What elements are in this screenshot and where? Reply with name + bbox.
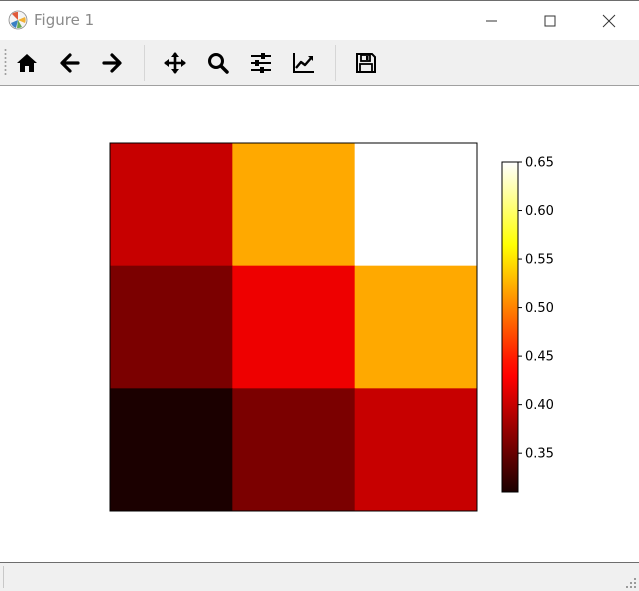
heatmap-figure: 0.35 0.40 0.45 0.50 0.55 0.60 0.65: [109, 142, 554, 512]
magnifier-icon: [208, 53, 229, 74]
minimize-icon: [486, 20, 497, 22]
move-icon: [164, 52, 186, 74]
figure-canvas[interactable]: 0.35 0.40 0.45 0.50 0.55 0.60 0.65: [0, 86, 639, 562]
title-bar: Figure 1: [0, 0, 639, 40]
arrow-left-icon: [60, 53, 80, 73]
toolbar-separator: [335, 45, 336, 81]
window-title: Figure 1: [34, 11, 95, 29]
sliders-icon: [251, 53, 271, 73]
home-icon: [17, 54, 37, 72]
colorbar-tick-label: 0.50: [525, 301, 554, 316]
toolbar-grip-icon: [4, 49, 7, 75]
matplotlib-logo-icon: [8, 10, 28, 30]
pan-button[interactable]: [160, 48, 190, 78]
close-button[interactable]: [591, 7, 627, 35]
back-button[interactable]: [55, 48, 85, 78]
edit-axes-button[interactable]: [289, 48, 319, 78]
line-chart-icon: [293, 53, 314, 73]
heatmap-cell: [110, 265, 233, 389]
colorbar-tick-label: 0.45: [525, 350, 554, 365]
heatmap-cell: [354, 143, 478, 267]
save-button[interactable]: [351, 48, 381, 78]
status-message: [3, 566, 624, 588]
colorbar-tick-label: 0.60: [525, 204, 554, 219]
colorbar-ticks: 0.35 0.40 0.45 0.50 0.55 0.60 0.65: [518, 156, 554, 462]
zoom-button[interactable]: [203, 48, 233, 78]
axes-frame: [109, 142, 478, 512]
floppy-disk-icon: [356, 53, 376, 73]
arrow-right-icon: [102, 53, 122, 73]
subplots-button[interactable]: [246, 48, 276, 78]
heatmap-cells: [110, 143, 478, 512]
toolbar-separator: [144, 45, 145, 81]
colorbar-tick-label: 0.40: [525, 398, 554, 413]
heatmap-cell: [232, 265, 356, 389]
colorbar-tick-label: 0.55: [525, 253, 554, 268]
heatmap-cell: [354, 388, 478, 512]
heatmap-cell: [110, 143, 233, 267]
heatmap-cell: [232, 388, 356, 512]
heatmap-cell: [232, 143, 356, 267]
home-button[interactable]: [12, 48, 42, 78]
heatmap-cell: [354, 265, 478, 389]
maximize-icon: [544, 15, 556, 27]
colorbar-tick-label: 0.65: [525, 156, 554, 171]
status-bar: [0, 562, 639, 591]
heatmap-cell: [110, 388, 233, 512]
colorbar: [501, 161, 519, 493]
colorbar-tick-label: 0.35: [525, 447, 554, 462]
close-icon: [602, 14, 616, 28]
minimize-button[interactable]: [474, 7, 510, 35]
forward-button[interactable]: [97, 48, 127, 78]
navigation-toolbar: [0, 40, 639, 86]
maximize-button[interactable]: [532, 7, 568, 35]
resize-grip-icon[interactable]: [625, 577, 637, 589]
